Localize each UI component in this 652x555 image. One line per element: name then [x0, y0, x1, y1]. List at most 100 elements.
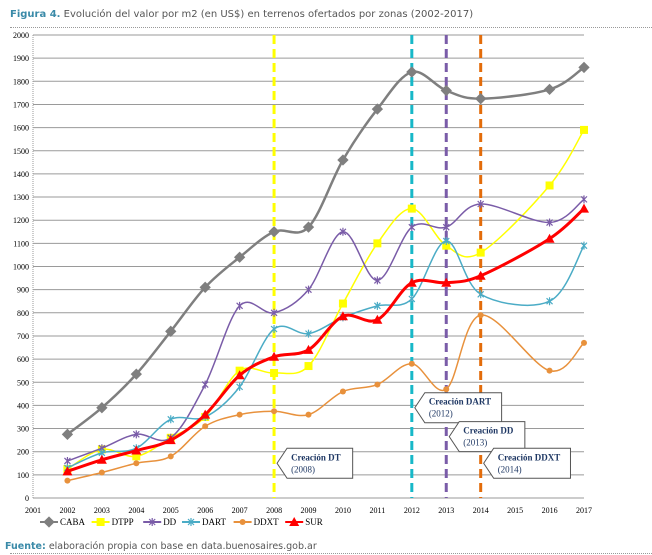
data-point-dd — [580, 195, 588, 204]
callout-year: (2012) — [429, 409, 453, 419]
data-point-caba — [199, 281, 211, 293]
series-dd — [64, 195, 588, 465]
callout-title: Creación DART — [429, 397, 491, 407]
data-point-dart — [270, 325, 278, 334]
data-point-dtpp — [338, 299, 347, 308]
data-point-dtpp — [442, 241, 451, 250]
data-point-dd — [236, 301, 244, 310]
legend-label: CABA — [60, 517, 86, 527]
series-line-dtpp — [67, 129, 585, 470]
data-point-sur — [337, 311, 348, 321]
x-tick-label: 2007 — [232, 506, 248, 515]
data-point-dtpp — [270, 368, 279, 377]
title-text: Evolución del valor por m2 (en US$) en t… — [63, 9, 474, 20]
data-point-ddxt — [98, 469, 105, 476]
data-point-ddxt — [305, 411, 312, 418]
y-tick-label: 700 — [17, 332, 29, 341]
data-point-sur — [544, 233, 555, 243]
data-point-dart — [373, 301, 381, 310]
source-prefix: Fuente: — [5, 541, 46, 552]
y-tick-label: 1100 — [13, 239, 29, 248]
data-point-sur — [406, 277, 417, 287]
y-tick-label: 1400 — [13, 170, 29, 179]
data-point-dtpp — [580, 125, 588, 134]
data-point-sur — [579, 203, 589, 213]
y-tick-label: 900 — [17, 286, 29, 295]
data-point-sur — [62, 466, 73, 476]
data-point-ddxt — [443, 386, 450, 393]
legend-marker — [239, 519, 246, 525]
data-point-dart — [236, 382, 244, 391]
data-point-ddxt — [202, 423, 209, 430]
bottom-rule — [10, 553, 652, 554]
legend-label: DD — [163, 517, 176, 527]
callout-box — [276, 447, 354, 479]
data-point-sur — [303, 344, 314, 354]
data-point-dart — [167, 415, 175, 424]
callout-title: Creación DD — [463, 426, 514, 436]
y-tick-label: 1500 — [13, 147, 29, 156]
callout-box — [483, 447, 571, 479]
data-point-dart — [580, 241, 588, 250]
data-point-dd — [546, 218, 553, 227]
x-tick-label: 2009 — [301, 506, 317, 515]
x-tick-label: 2008 — [266, 506, 282, 515]
y-tick-label: 1900 — [13, 54, 29, 63]
y-tick-label: 600 — [17, 355, 29, 364]
data-point-ddxt — [546, 367, 553, 374]
callout-year: (2008) — [291, 464, 315, 474]
legend-marker — [148, 518, 156, 526]
data-point-caba — [578, 61, 590, 74]
y-tick-label: 1300 — [13, 193, 29, 202]
data-point-dart — [305, 329, 312, 338]
data-point-dtpp — [545, 181, 554, 190]
data-point-caba — [130, 368, 142, 380]
y-tick-label: 300 — [17, 425, 29, 434]
data-point-dd — [442, 223, 450, 232]
legend-item-sur: SUR — [285, 517, 323, 527]
callout-title: Creación DT — [291, 452, 341, 462]
data-point-sur — [200, 409, 211, 419]
data-point-ddxt — [374, 381, 381, 388]
legend-item-ddxt: DDXT — [233, 517, 279, 527]
x-tick-label: 2015 — [507, 506, 523, 515]
x-tick-label: 2003 — [94, 506, 110, 515]
x-tick-label: 2017 — [576, 506, 592, 515]
top-rule — [10, 27, 652, 28]
data-point-ddxt — [236, 411, 243, 418]
series-line-dart — [67, 240, 585, 469]
series-caba — [61, 61, 590, 440]
callout-box — [414, 392, 503, 424]
data-point-sur — [372, 314, 383, 324]
annotation-2014: Creación DDXT (2014) — [483, 447, 571, 479]
data-point-sur — [441, 277, 452, 287]
data-point-caba — [440, 84, 452, 97]
legend-item-dtpp: DTPP — [91, 517, 134, 527]
data-point-caba — [337, 154, 349, 166]
annotation-2012: Creación DART (2012) — [414, 392, 503, 424]
data-point-dart — [408, 294, 416, 303]
y-tick-label: 500 — [17, 378, 29, 387]
data-point-dd — [339, 227, 347, 236]
series-dart — [64, 237, 588, 472]
legend-item-caba: CABA — [40, 516, 86, 528]
series-ddxt — [64, 312, 587, 484]
data-point-dd — [373, 276, 381, 285]
data-point-dd — [270, 308, 278, 317]
data-point-ddxt — [339, 388, 346, 395]
data-point-caba — [543, 83, 556, 96]
x-tick-label: 2012 — [404, 506, 420, 515]
data-point-dart — [477, 290, 485, 299]
callout-year: (2014) — [498, 464, 522, 474]
y-tick-label: 0 — [25, 494, 29, 503]
data-point-dart — [442, 237, 450, 246]
callout-title: Creación DDXT — [498, 452, 561, 462]
data-point-ddxt — [133, 460, 140, 467]
data-point-dtpp — [373, 239, 382, 248]
callout-box — [448, 421, 526, 453]
data-point-dart — [546, 297, 553, 306]
x-tick-label: 2013 — [438, 506, 454, 515]
source-note: Fuente: elaboración propia con base en d… — [5, 541, 317, 552]
data-point-dtpp — [476, 248, 485, 257]
